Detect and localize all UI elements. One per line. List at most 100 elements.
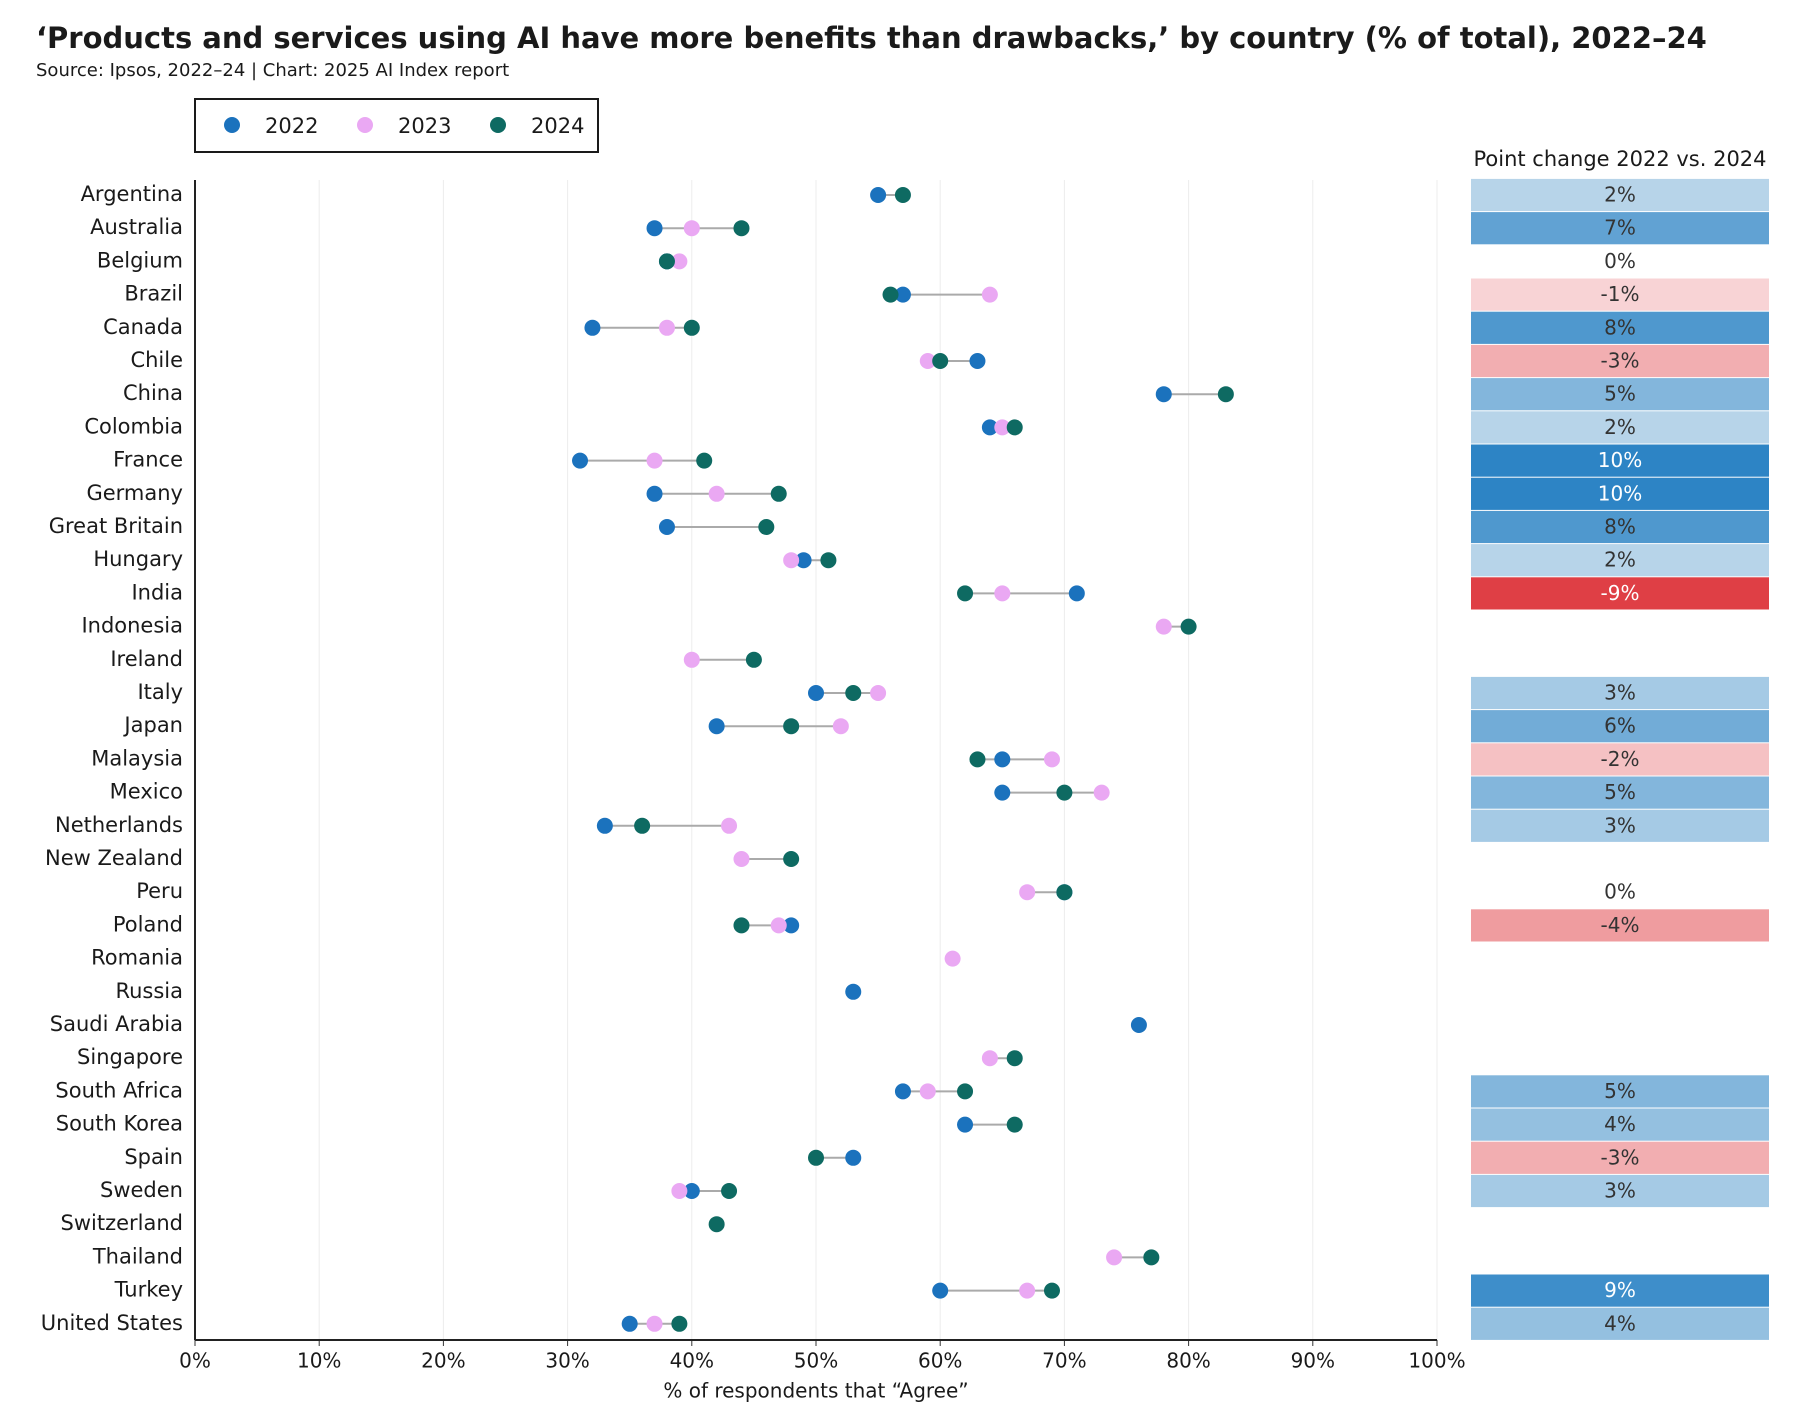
dot — [758, 519, 775, 535]
y-tick-label: Mexico — [110, 780, 183, 804]
change-label: 2% — [1604, 183, 1636, 207]
dot — [572, 452, 589, 469]
change-cell — [1471, 477, 1769, 510]
change-label: -3% — [1601, 1145, 1640, 1169]
y-tick-label: Belgium — [97, 248, 183, 272]
dot — [932, 1282, 949, 1299]
change-title: Point change 2022 vs. 2024 — [1473, 147, 1766, 171]
legend-label: 2022 — [265, 114, 318, 138]
y-tick-label: Singapore — [77, 1045, 183, 1069]
change-label: 7% — [1604, 216, 1636, 240]
x-tick-label: 40% — [670, 1349, 714, 1373]
dot — [783, 552, 800, 569]
dot — [783, 718, 800, 735]
dot — [708, 485, 725, 502]
x-tick-label: 50% — [794, 1349, 838, 1373]
dot — [795, 552, 812, 569]
dot — [981, 419, 998, 436]
dot — [1056, 784, 1073, 801]
change-cell — [1471, 278, 1769, 311]
dot — [894, 1083, 911, 1100]
y-tick-label: Russia — [115, 979, 183, 1003]
change-label: 2% — [1604, 548, 1636, 572]
y-tick-label: Poland — [113, 912, 183, 936]
dot — [981, 1050, 998, 1067]
change-cell — [1471, 909, 1769, 942]
dot — [1155, 386, 1172, 403]
change-label: -1% — [1601, 282, 1640, 306]
legend-marker — [490, 117, 506, 133]
legend-label: 2023 — [398, 114, 451, 138]
dot — [1068, 585, 1085, 602]
dot — [919, 1083, 936, 1100]
y-tick-label: Turkey — [114, 1278, 183, 1302]
dot — [596, 817, 613, 834]
dot — [994, 784, 1011, 801]
dot — [671, 1183, 688, 1199]
dot — [944, 950, 961, 967]
change-cell — [1471, 411, 1769, 444]
dot — [957, 1083, 974, 1100]
y-tick-label: Japan — [122, 713, 183, 737]
dot — [770, 485, 787, 502]
dot — [733, 917, 750, 934]
dot — [708, 718, 725, 735]
y-tick-label: Ireland — [110, 647, 183, 671]
y-tick-label: Argentina — [81, 182, 183, 206]
dot — [1093, 784, 1110, 801]
change-cell — [1471, 577, 1769, 610]
dot — [1180, 618, 1197, 635]
dot — [882, 286, 899, 303]
change-cell — [1471, 1141, 1769, 1174]
dot — [721, 817, 738, 834]
dot — [646, 220, 663, 237]
dot — [845, 685, 862, 701]
dot — [1019, 1282, 1036, 1299]
x-tick-label: 70% — [1042, 1349, 1086, 1373]
change-label: 3% — [1604, 813, 1636, 837]
dot — [584, 319, 601, 336]
change-label: -9% — [1601, 581, 1640, 605]
change-cell — [1471, 876, 1769, 909]
x-tick-label: 0% — [179, 1349, 211, 1373]
dot — [745, 651, 762, 668]
change-label: 0% — [1604, 249, 1636, 273]
change-label: -3% — [1601, 349, 1640, 373]
y-tick-label: South Africa — [55, 1078, 183, 1102]
y-tick-label: India — [131, 580, 183, 604]
change-cell — [1471, 809, 1769, 842]
dot — [1043, 751, 1060, 768]
y-tick-label: Italy — [137, 680, 183, 704]
y-tick-label: France — [113, 448, 183, 472]
x-tick-label: 10% — [297, 1349, 341, 1373]
change-label: 2% — [1604, 415, 1636, 439]
dot — [957, 1116, 974, 1133]
dot — [1143, 1249, 1160, 1266]
dot — [658, 253, 675, 270]
change-label: -4% — [1601, 913, 1640, 937]
change-label: 5% — [1604, 780, 1636, 804]
dot — [969, 751, 986, 768]
dot — [621, 1315, 638, 1332]
change-label: 0% — [1604, 880, 1636, 904]
change-cell — [1471, 245, 1769, 278]
change-cell — [1471, 1108, 1769, 1141]
legend-label: 2024 — [531, 114, 584, 138]
dot — [808, 685, 824, 701]
change-cell — [1471, 1075, 1769, 1108]
change-cell — [1471, 212, 1769, 245]
dot — [683, 220, 700, 237]
dot — [1019, 884, 1036, 901]
change-label: 9% — [1604, 1278, 1636, 1302]
dot — [808, 1149, 824, 1166]
chart-subtitle: Source: Ipsos, 2022–24 | Chart: 2025 AI … — [36, 60, 509, 81]
change-label: 5% — [1604, 382, 1636, 406]
dot — [1106, 1249, 1123, 1266]
dot — [646, 485, 663, 502]
y-tick-label: Great Britain — [49, 514, 183, 538]
change-label: 5% — [1604, 1079, 1636, 1103]
y-tick-label: New Zealand — [45, 846, 183, 870]
change-cell — [1471, 1174, 1769, 1208]
y-tick-label: Colombia — [84, 414, 183, 438]
dot — [1006, 419, 1023, 436]
